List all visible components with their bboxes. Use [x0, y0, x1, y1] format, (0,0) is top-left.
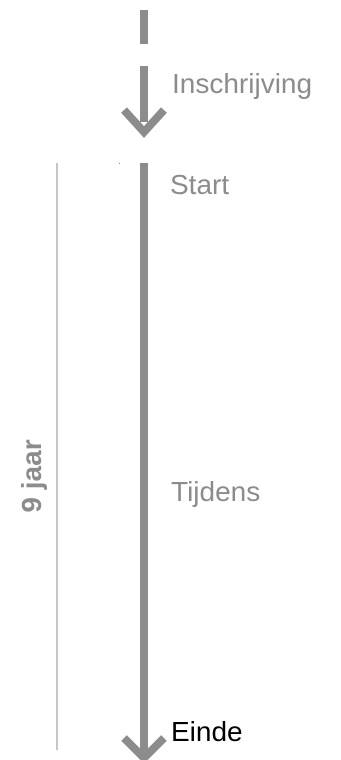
inschrijving-arrow-head [121, 107, 167, 138]
start-tick-mark [119, 163, 120, 164]
pre-arrow-dash [140, 10, 148, 44]
inschrijving-arrow-shaft [140, 66, 148, 122]
stage-label-einde: Einde [171, 716, 243, 747]
main-arrow-head [121, 735, 167, 760]
stage-label-tijdens: Tijdens [171, 476, 261, 507]
stage-label-start: Start [170, 169, 230, 200]
stage-label-inschrijving: Inschrijving [172, 68, 313, 99]
main-arrow-shaft [140, 163, 148, 753]
duration-label: 9 jaar [16, 439, 47, 513]
